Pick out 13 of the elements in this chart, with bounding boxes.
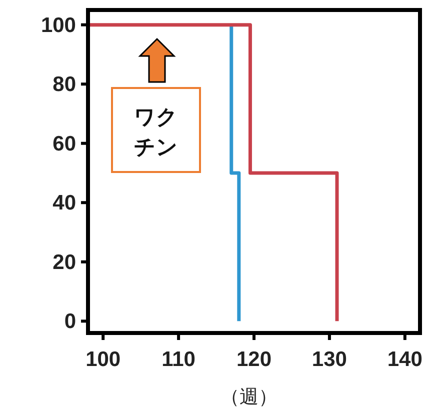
x-tick-label: 110 — [162, 348, 196, 371]
x-tick-label: 130 — [312, 348, 347, 371]
x-tick-label: 120 — [236, 348, 272, 371]
y-tick-label: 0 — [64, 310, 76, 334]
y-tick-label: 80 — [52, 73, 76, 96]
y-tick-label: 40 — [52, 192, 76, 215]
x-axis-title: （週） — [220, 386, 278, 408]
y-tick-label: 20 — [52, 250, 76, 274]
y-tick-label: 100 — [40, 14, 76, 37]
x-tick-label: 140 — [387, 348, 422, 371]
y-tick-label: 60 — [52, 132, 76, 156]
annotation: ワクチン — [134, 106, 178, 159]
x-tick-label: 100 — [86, 348, 121, 371]
